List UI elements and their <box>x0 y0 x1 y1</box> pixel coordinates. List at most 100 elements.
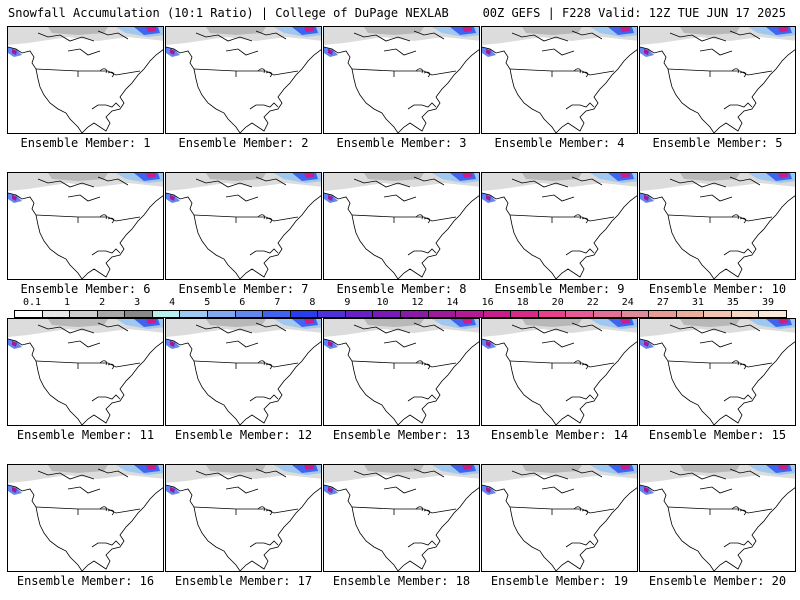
map-outline <box>91 394 121 402</box>
snowfall-shading <box>206 465 266 473</box>
color-scale-tick: 7 <box>274 297 281 308</box>
map-outline <box>731 506 747 516</box>
map-outline <box>166 484 321 571</box>
snowfall-shading <box>328 49 333 55</box>
ensemble-member-map <box>481 464 638 572</box>
snowfall-shading <box>486 195 491 201</box>
map-outline <box>482 46 637 133</box>
color-scale-swatch <box>482 310 512 318</box>
map-outline <box>249 540 279 548</box>
map-outline <box>640 338 795 425</box>
map-outline <box>565 540 595 548</box>
snowfall-shading <box>522 27 582 35</box>
map-outline <box>511 322 603 348</box>
map-outline <box>351 360 457 369</box>
snowfall-map <box>640 319 795 425</box>
map-outline <box>415 360 431 370</box>
snowfall-shading <box>304 465 314 470</box>
map-outline <box>193 214 299 223</box>
map-outline <box>731 360 747 370</box>
map-outline <box>573 360 589 370</box>
member-label: Ensemble Member: 3 <box>336 136 467 150</box>
snowfall-shading <box>364 319 424 327</box>
map-title: Snowfall Accumulation (10:1 Ratio) | Col… <box>8 6 449 20</box>
color-scale-tick: 5 <box>204 297 211 308</box>
map-outline <box>511 30 603 56</box>
member-label: Ensemble Member: 14 <box>490 428 629 442</box>
map-outline <box>723 248 753 256</box>
map-outline <box>667 506 773 515</box>
ensemble-member-map <box>7 464 164 572</box>
map-outline <box>573 68 589 78</box>
map-outline <box>99 506 115 516</box>
snowfall-shading <box>644 49 649 55</box>
color-scale-tick: 24 <box>621 297 634 308</box>
snowfall-shading <box>522 319 582 327</box>
map-outline <box>723 102 753 110</box>
snowfall-map <box>166 27 321 133</box>
color-scale-tick: 9 <box>344 297 351 308</box>
map-outline <box>509 214 615 223</box>
color-scale-swatch <box>96 310 126 318</box>
map-outline <box>249 248 279 256</box>
snowfall-shading <box>680 173 740 181</box>
color-scale-tick: 12 <box>411 297 424 308</box>
snowfall-map <box>640 465 795 571</box>
member-label: Ensemble Member: 8 <box>336 282 467 296</box>
map-outline <box>193 68 299 77</box>
snowfall-shading <box>644 341 649 347</box>
snowfall-shading <box>620 319 630 324</box>
member-label: Ensemble Member: 11 <box>16 428 155 442</box>
snowfall-map <box>8 27 163 133</box>
ensemble-member-map <box>7 318 164 426</box>
snowfall-shading <box>522 465 582 473</box>
map-outline <box>37 30 129 56</box>
map-outline <box>353 468 445 494</box>
snowfall-shading <box>778 465 788 470</box>
snowfall-shading <box>146 173 156 178</box>
member-label: Ensemble Member: 19 <box>490 574 629 588</box>
map-outline <box>8 46 163 133</box>
map-outline <box>257 214 273 224</box>
snowfall-shading <box>12 195 17 201</box>
snowfall-shading <box>620 173 630 178</box>
member-label: Ensemble Member: 2 <box>178 136 309 150</box>
snowfall-map <box>324 27 479 133</box>
color-scale-tick: 3 <box>134 297 141 308</box>
map-outline <box>99 214 115 224</box>
map-outline <box>482 192 637 279</box>
map-outline <box>669 176 761 202</box>
map-outline <box>415 506 431 516</box>
snowfall-shading <box>304 27 314 32</box>
ensemble-member-map <box>639 464 796 572</box>
map-outline <box>193 506 299 515</box>
member-label: Ensemble Member: 4 <box>494 136 625 150</box>
map-outline <box>509 506 615 515</box>
snowfall-shading <box>620 465 630 470</box>
snowfall-shading <box>522 173 582 181</box>
snowfall-map <box>8 173 163 279</box>
map-outline <box>640 46 795 133</box>
ensemble-member-map <box>639 172 796 280</box>
map-outline <box>667 360 773 369</box>
snowfall-map <box>640 27 795 133</box>
snowfall-shading <box>462 319 472 324</box>
map-outline <box>669 30 761 56</box>
color-scale-swatch <box>675 310 705 318</box>
color-scale-swatch <box>317 310 346 318</box>
ensemble-member-map <box>323 172 480 280</box>
map-outline <box>35 506 141 515</box>
map-outline <box>195 176 287 202</box>
map-outline <box>35 360 141 369</box>
map-outline <box>573 214 589 224</box>
ensemble-member-map <box>323 464 480 572</box>
ensemble-member-map <box>481 26 638 134</box>
snowfall-shading <box>304 173 314 178</box>
snowfall-shading <box>364 27 424 35</box>
map-outline <box>351 214 457 223</box>
snowfall-shading <box>206 173 266 181</box>
map-outline <box>565 102 595 110</box>
map-outline <box>667 214 773 223</box>
run-valid-time: 00Z GEFS | F228 Valid: 12Z TUE JUN 17 20… <box>482 6 786 20</box>
member-label: Ensemble Member: 17 <box>174 574 313 588</box>
